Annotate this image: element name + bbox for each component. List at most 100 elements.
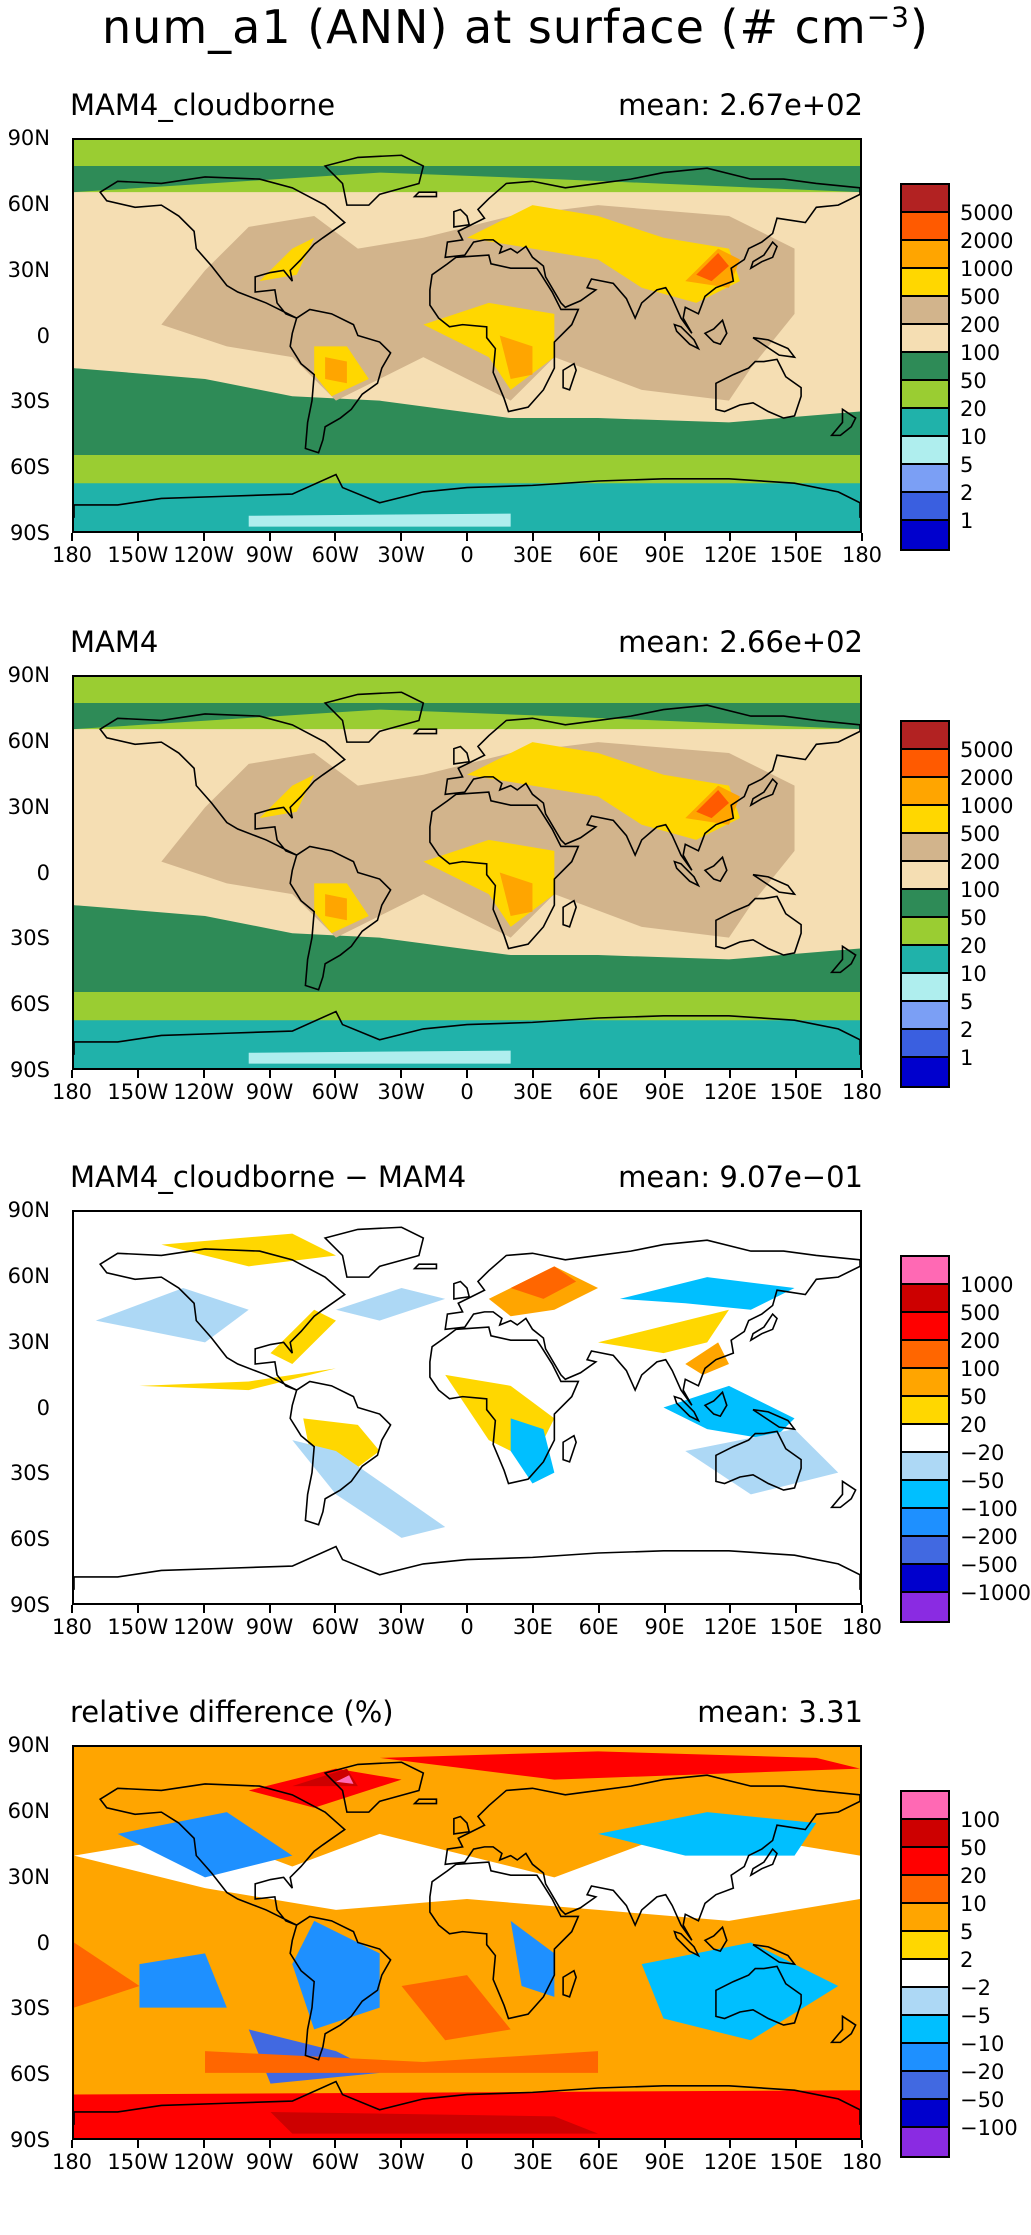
colorbar-label: 5000 (960, 201, 1014, 225)
lon-tick (663, 533, 666, 541)
colorbar-label: 500 (960, 822, 1001, 846)
contour-region (95, 1288, 249, 1343)
lat-label: 60N (7, 1798, 50, 1823)
colorbar-label: 100 (960, 1357, 1001, 1381)
coastline-uk (453, 745, 471, 765)
contour-region (663, 1385, 795, 1441)
coastline-namerica (99, 176, 347, 319)
lon-tick (729, 1605, 732, 1613)
colorbar-box (902, 946, 948, 974)
lon-label: 0 (460, 1080, 474, 1104)
contour-region (685, 1429, 839, 1495)
coastline-australia (715, 358, 802, 419)
colorbar-label: −10 (960, 2032, 1005, 2056)
lat-label: 30S (9, 1996, 50, 2021)
colorbar-box (902, 1285, 948, 1313)
lon-tick (71, 2140, 73, 2148)
colorbar-label: 10 (960, 962, 987, 986)
colorbar-label: 20 (960, 1413, 987, 1437)
colorbar-label: −50 (960, 1469, 1005, 1493)
coastline-japan (749, 777, 778, 807)
colorbar-label: −100 (960, 1497, 1018, 1521)
coastline-africa (429, 254, 580, 413)
lon-label: 60W (311, 2150, 360, 2174)
coastline-madagascar (562, 1969, 577, 1998)
coastline-samerica (289, 845, 392, 991)
lon-label: 120W (173, 1615, 235, 1639)
colorbar-box (902, 269, 948, 297)
coastline-namerica (99, 1783, 347, 1926)
lon-label: 120E (703, 543, 758, 567)
contour-region (248, 513, 511, 527)
lon-label: 60E (578, 1615, 619, 1639)
coastline-borneo (703, 318, 728, 346)
contour-region (467, 205, 740, 303)
coastline-madagascar (562, 362, 577, 391)
colorbar-box (902, 297, 948, 325)
lon-tick (597, 1070, 600, 1078)
lat-label: 30S (9, 926, 50, 951)
lon-tick (334, 533, 337, 541)
panel-title: MAM4_cloudborne − MAM4 (70, 1160, 467, 1194)
coastline-borneo (703, 1925, 728, 1953)
lon-tick (202, 1605, 205, 1613)
colorbar-box (902, 778, 948, 806)
lon-label: 0 (460, 543, 474, 567)
contour-region (248, 1050, 511, 1064)
colorbar-label: 20 (960, 397, 987, 421)
contour-region (510, 1418, 555, 1484)
lat-label: 90S (9, 1058, 50, 1082)
contour-region (74, 368, 860, 455)
colorbar-box (902, 1904, 948, 1932)
colorbar-box (902, 1425, 948, 1453)
coastline-eurasia (444, 1239, 860, 1406)
coastline-japan (749, 1847, 778, 1877)
lon-tick (136, 1070, 139, 1078)
lon-label: 90E (644, 1080, 685, 1104)
colorbar-box (902, 1257, 948, 1285)
lon-label: 180 (51, 543, 93, 567)
coastline-antarctica (74, 1010, 860, 1055)
lat-label: 60S (9, 455, 50, 480)
lon-label: 150W (107, 543, 169, 567)
lon-tick (400, 1605, 403, 1613)
lon-tick (400, 1070, 403, 1078)
coastline-australia (715, 895, 802, 956)
contour-region (74, 991, 860, 1021)
coastline-eurasia (444, 167, 860, 334)
colorbar-box (902, 750, 948, 778)
lon-label: 30E (512, 2150, 553, 2174)
lat-label: 90S (9, 2128, 50, 2152)
world-map (72, 675, 862, 1070)
coastline-borneo (703, 1390, 728, 1418)
lat-label: 60S (9, 2062, 50, 2087)
lon-tick (334, 2140, 337, 2148)
lon-label: 150W (107, 2150, 169, 2174)
lon-label: 60W (311, 543, 360, 567)
lon-tick (795, 2140, 798, 2148)
lat-label: 30N (7, 794, 50, 819)
lon-label: 90E (644, 2150, 685, 2174)
lon-label: 120E (703, 2150, 758, 2174)
colorbar-box (902, 1002, 948, 1030)
coastline-iceland (412, 1263, 438, 1270)
lon-tick (663, 1605, 666, 1613)
map-panel-2: MAM4 mean: 2.66e+02 90N 60N 30N 0 30S 60S 90S 180… (0, 625, 1031, 1165)
colorbar-label: −20 (960, 1441, 1005, 1465)
lon-tick (268, 1605, 271, 1613)
colorbar-box (902, 1369, 948, 1397)
map-panel-3: MAM4_cloudborne − MAM4 mean: 9.07e−01 90N 6… (0, 1160, 1031, 1700)
colorbar-box (902, 1792, 948, 1820)
coastline-greenland (323, 1761, 425, 1813)
coastline-eurasia (444, 1774, 860, 1941)
colorbar-box (902, 1509, 948, 1537)
coastline-eurasia (444, 704, 860, 871)
lon-tick (531, 2140, 534, 2148)
lon-label: 180 (841, 543, 883, 567)
contour-region (598, 1812, 817, 1856)
lat-label: 60N (7, 1263, 50, 1288)
colorbar-box (902, 1313, 948, 1341)
colorbar-box (902, 241, 948, 269)
lat-label: 90N (7, 1733, 50, 1757)
panel-title: MAM4_cloudborne (70, 88, 336, 122)
